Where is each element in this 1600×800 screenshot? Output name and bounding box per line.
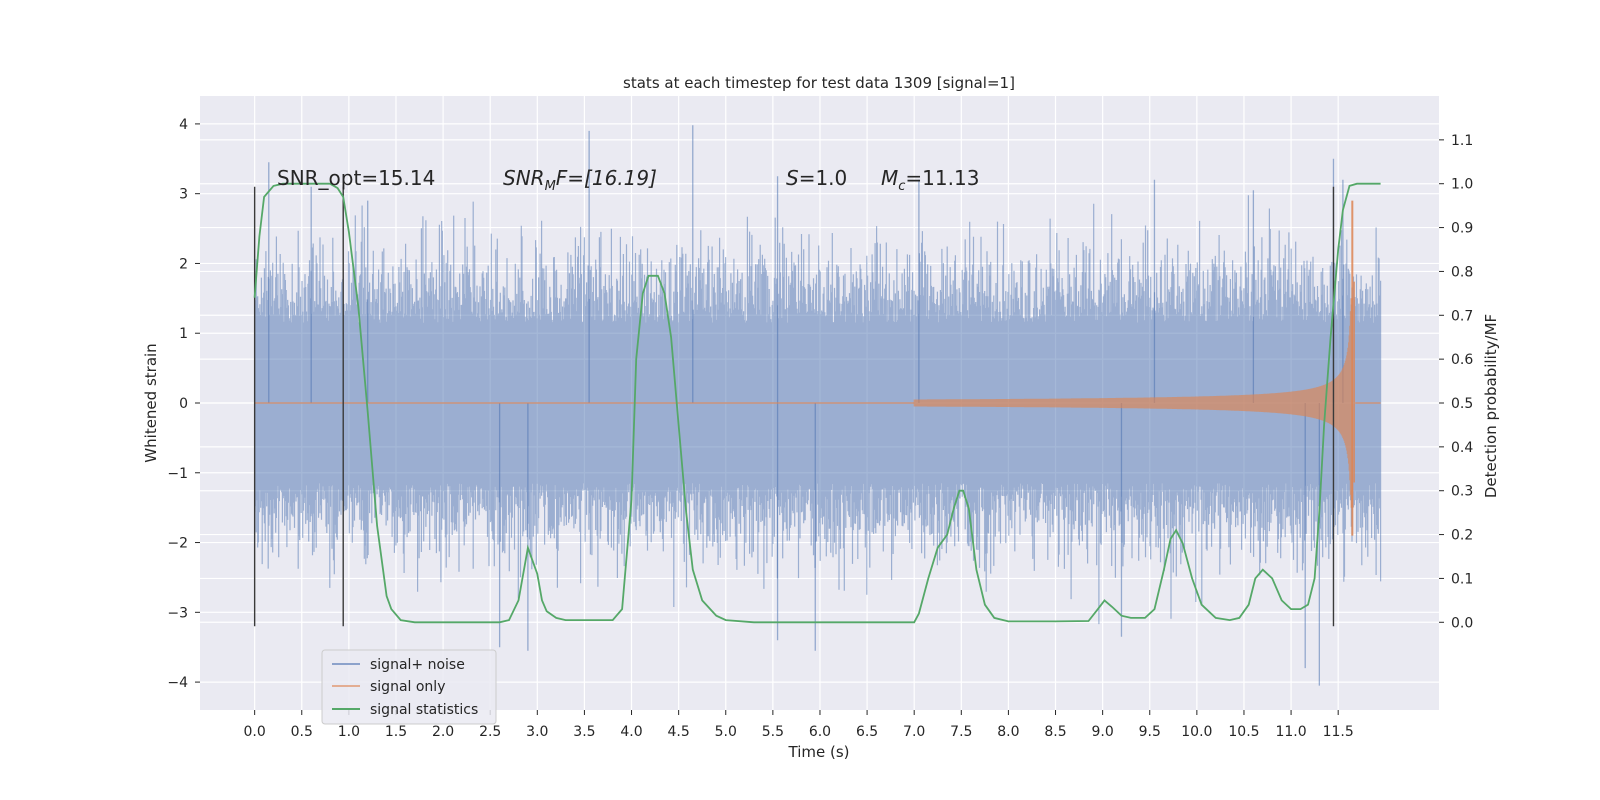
snr-mf-subscript: M: [545, 179, 556, 194]
x-tick-label: 10.0: [1181, 724, 1212, 740]
mc-subscript: c: [898, 179, 905, 194]
y-right-tick-label: 0.9: [1451, 221, 1473, 237]
x-tick-label: 8.5: [1044, 724, 1066, 740]
y-right-tick-label: 0.6: [1451, 352, 1473, 368]
x-axis-label: Time (s): [788, 743, 850, 761]
x-tick-label: 0.5: [291, 724, 313, 740]
x-tick-label: 6.5: [856, 724, 878, 740]
signal-statistics-series: [253, 182, 1381, 624]
y-tick-label: −4: [167, 675, 188, 691]
y-tick-label: 1: [179, 326, 188, 342]
vertical-markers: [253, 186, 1335, 627]
y-right-tick-label: 0.3: [1451, 484, 1473, 500]
x-tick-label: 2.0: [432, 724, 454, 740]
legend-box: [321, 649, 497, 725]
y-right-tick-label: 0.1: [1451, 571, 1473, 587]
x-tick-label: 8.0: [997, 724, 1019, 740]
y-tick-label: −2: [167, 536, 188, 552]
x-tick-label: 11.5: [1323, 724, 1354, 740]
legend-label-signal-noise: signal+ noise: [370, 657, 465, 673]
legend-label-signal-statistics: signal statistics: [370, 702, 478, 718]
y-right-tick-label: 0.4: [1451, 440, 1473, 456]
y-right-tick-label: 0.5: [1451, 396, 1473, 412]
snr-mf-value: F=[16.19]: [556, 166, 657, 190]
y-tick-label: 0: [179, 396, 188, 412]
legend-label-signal-only: signal only: [370, 679, 445, 695]
y-right-tick-label: 0.7: [1451, 308, 1473, 324]
y-axis-label: Whitened strain: [142, 343, 160, 462]
y-right-axis-label: Detection probability/MF: [1482, 314, 1500, 498]
snr-opt-annotation: SNR_opt=15.14: [277, 166, 435, 190]
y-tick-label: 4: [179, 117, 188, 133]
y-axis-ticks: 4 3 2 1 0 −1 −2 −3 −4: [167, 117, 200, 691]
s-symbol: S: [786, 166, 799, 190]
y-right-axis-ticks: 1.1 1.0 0.9 0.8 0.7 0.6 0.5 0.4 0.3 0.2 0.1 0.0: [1439, 133, 1473, 631]
y-tick-label: −3: [167, 605, 188, 621]
signal-statistics-line: [253, 182, 1381, 624]
x-tick-label: 9.5: [1139, 724, 1161, 740]
y-right-tick-label: 1.1: [1451, 133, 1473, 149]
signal-only-series: [254, 200, 1381, 536]
x-tick-label: 1.5: [385, 724, 407, 740]
y-tick-label: 2: [179, 256, 188, 272]
x-tick-label: 5.0: [715, 724, 737, 740]
mc-symbol: M: [881, 166, 898, 190]
chart-title: stats at each timestep for test data 130…: [623, 74, 1015, 92]
x-tick-label: 7.0: [903, 724, 925, 740]
y-right-tick-label: 0.2: [1451, 528, 1473, 544]
y-right-tick-label: 0.8: [1451, 264, 1473, 280]
signal-only-chirp: [913, 298, 1353, 508]
snr-mf-annotation: SNRMF=[16.19]: [503, 166, 657, 194]
x-tick-label: 4.5: [668, 724, 690, 740]
x-tick-label: 4.0: [620, 724, 642, 740]
x-tick-label: 2.5: [479, 724, 501, 740]
y-tick-label: 3: [179, 187, 188, 203]
x-tick-label: 11.0: [1275, 724, 1306, 740]
x-tick-label: 5.5: [762, 724, 784, 740]
legend: signal+ noise signal only signal statist…: [321, 649, 497, 725]
x-tick-label: 10.5: [1228, 724, 1259, 740]
x-tick-label: 0.0: [244, 724, 266, 740]
y-right-tick-label: 0.0: [1451, 615, 1473, 631]
x-axis-ticks: 0.0 0.5 1.0 1.5 2.0 2.5 3.0 3.5 4.0 4.5 5.0 5.5 6.0 6…: [244, 710, 1354, 740]
x-tick-label: 6.0: [809, 724, 831, 740]
x-tick-label: 1.0: [338, 724, 360, 740]
s-value: =1.0: [799, 166, 848, 190]
y-right-tick-label: 1.0: [1451, 177, 1473, 193]
mc-annotation: Mc=11.13: [881, 166, 979, 194]
s-annotation: S=1.0: [786, 166, 847, 190]
y-tick-label: −1: [167, 466, 188, 482]
x-tick-label: 3.0: [526, 724, 548, 740]
x-tick-label: 3.5: [573, 724, 595, 740]
x-tick-label: 7.5: [950, 724, 972, 740]
x-tick-label: 9.0: [1091, 724, 1113, 740]
mc-value: =11.13: [905, 166, 979, 190]
snr-mf-symbol: SNR: [503, 166, 545, 190]
